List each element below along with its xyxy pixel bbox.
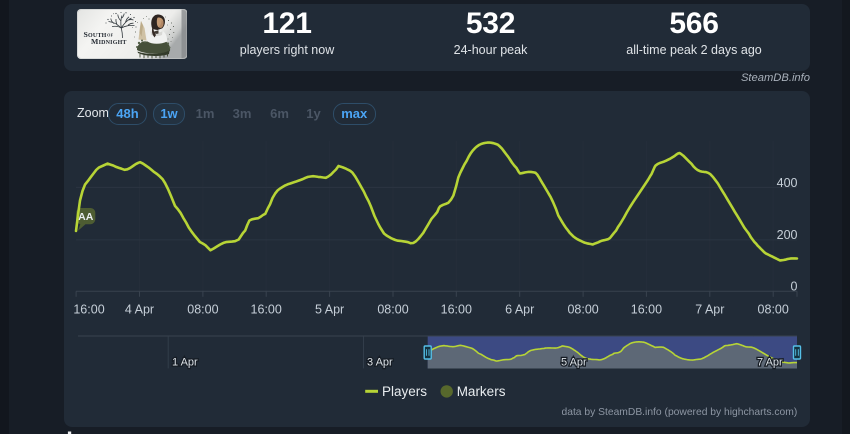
- svg-text:16:00: 16:00: [441, 302, 472, 316]
- svg-text:1 Apr: 1 Apr: [172, 356, 198, 368]
- svg-text:SOUTHOF: SOUTHOF: [83, 30, 113, 39]
- svg-text:6 Apr: 6 Apr: [505, 302, 534, 316]
- svg-text:3 Apr: 3 Apr: [367, 356, 393, 368]
- svg-text:Players: Players: [382, 384, 427, 399]
- svg-text:16:00: 16:00: [251, 302, 282, 316]
- svg-text:16:00: 16:00: [631, 302, 662, 316]
- svg-text:16:00: 16:00: [73, 302, 104, 316]
- svg-text:08:00: 08:00: [377, 302, 408, 316]
- svg-text:7 Apr: 7 Apr: [757, 356, 783, 368]
- svg-text:0: 0: [791, 280, 798, 294]
- svg-text:5 Apr: 5 Apr: [561, 356, 587, 368]
- svg-text:08:00: 08:00: [187, 302, 218, 316]
- svg-text:200: 200: [777, 228, 798, 242]
- svg-text:7 Apr: 7 Apr: [695, 302, 724, 316]
- svg-text:4 Apr: 4 Apr: [125, 302, 154, 316]
- svg-text:5 Apr: 5 Apr: [315, 302, 344, 316]
- svg-text:MIDNIGHT: MIDNIGHT: [91, 37, 127, 46]
- svg-text:400: 400: [777, 176, 798, 190]
- svg-text:08:00: 08:00: [567, 302, 598, 316]
- svg-text:08:00: 08:00: [758, 302, 789, 316]
- svg-text:data by SteamDB.info (powered: data by SteamDB.info (powered by highcha…: [561, 407, 797, 418]
- svg-text:AA: AA: [78, 211, 94, 223]
- svg-text:Markers: Markers: [457, 384, 506, 399]
